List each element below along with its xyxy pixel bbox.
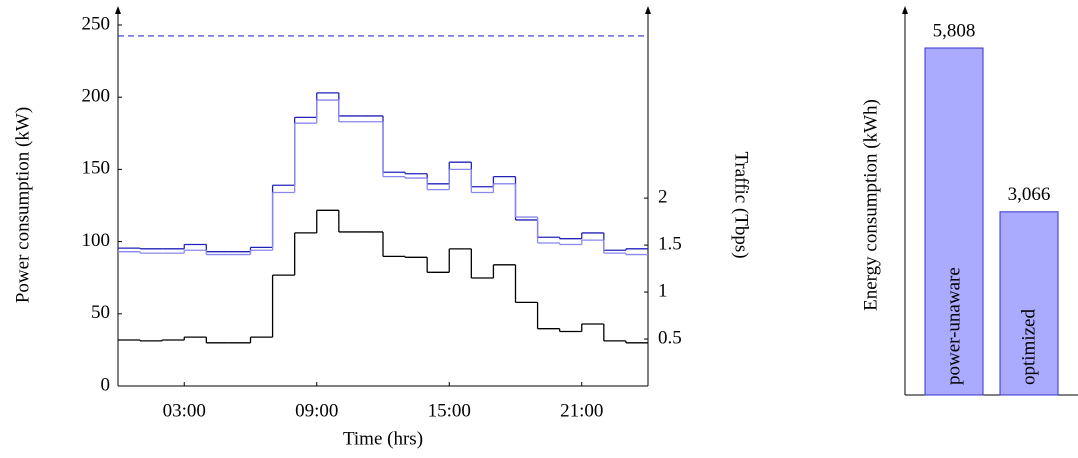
value-label: 5,808 <box>933 20 976 41</box>
y2-tick-label: 1 <box>658 280 668 301</box>
y-tick-label: 0 <box>101 374 111 395</box>
x-axis-label: Time (hrs) <box>343 428 423 449</box>
category-label: optimized <box>1018 309 1039 385</box>
y-tick-label: 200 <box>82 86 111 107</box>
x-tick-label: 21:00 <box>560 400 603 421</box>
power-axes <box>115 6 651 387</box>
x-tick-label: 09:00 <box>295 400 338 421</box>
x-tick-label: 15:00 <box>428 400 471 421</box>
bar <box>999 211 1059 396</box>
y2-tick-label: 2 <box>658 186 668 207</box>
x-tick-label: 03:00 <box>163 400 206 421</box>
y-tick-label: 100 <box>82 230 111 251</box>
y-tick-label: 150 <box>82 158 111 179</box>
value-label: 3,066 <box>1008 184 1051 205</box>
y2-axis-label: Traffic (Tbps) <box>731 151 752 258</box>
y2-axis-arrow <box>645 6 651 14</box>
bar <box>924 47 984 396</box>
y-axis-arrow <box>115 6 121 14</box>
category-label: power-unaware <box>943 267 964 385</box>
y2-tick-label: 0.5 <box>658 327 682 348</box>
bar-y-axis-label: Energy consumption (kWh) <box>860 99 881 311</box>
bar-y-axis-arrow <box>902 6 908 14</box>
y-tick-label: 250 <box>82 13 111 34</box>
y-tick-label: 50 <box>91 302 110 323</box>
y2-tick-label: 1.5 <box>658 233 682 254</box>
y-axis-label: Power consumption (kW) <box>12 107 33 303</box>
